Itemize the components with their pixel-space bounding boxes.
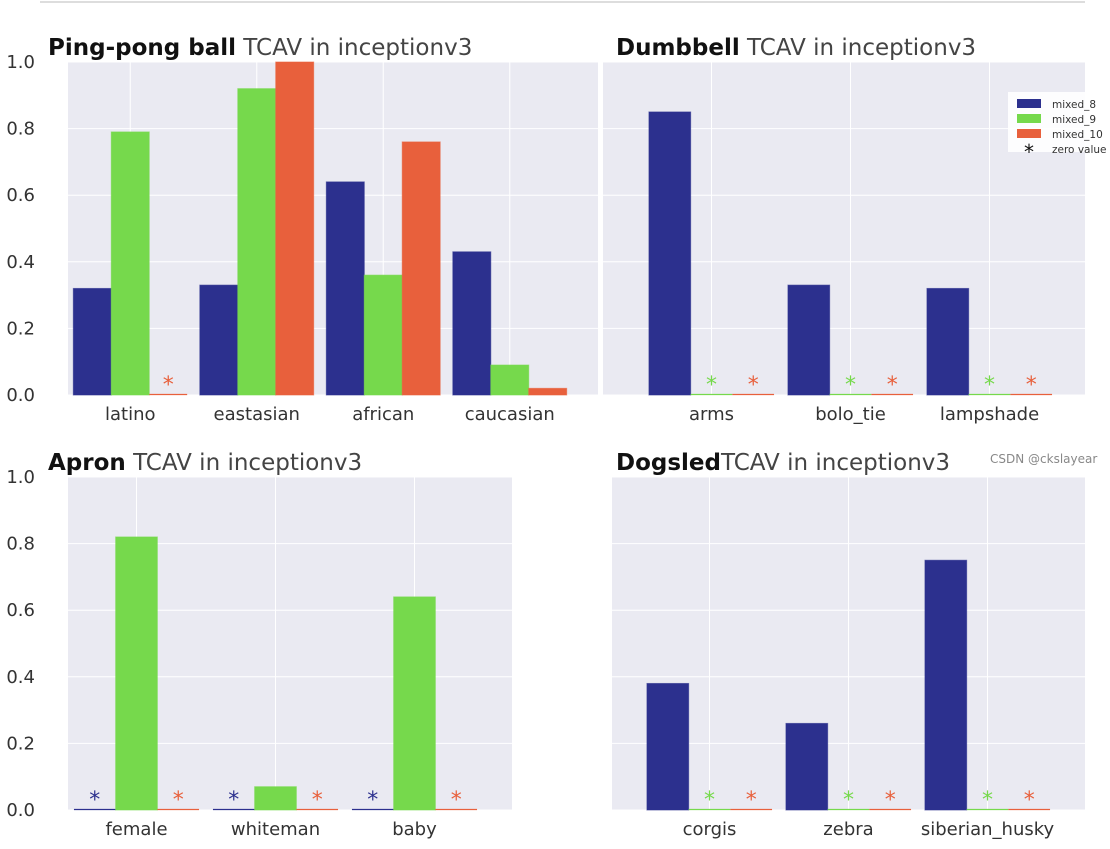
chart-panel-0: 0.0 0.2 0.4 0.6 0.8 1.0 latino * eastasian africa… [6, 35, 598, 425]
zero-value-marker: * [706, 373, 717, 398]
y-tick-label: 0.2 [6, 733, 35, 754]
legend-swatch [1017, 99, 1041, 108]
x-tick-label: zebra [823, 819, 873, 840]
zero-value-marker: * [89, 788, 100, 813]
chart-panel-3: corgis * * zebra * * siberian_husky * * DogsledTC… [612, 450, 1085, 840]
x-tick-label: caucasian [465, 404, 555, 425]
x-tick-label: eastasian [214, 404, 300, 425]
x-tick-label: bolo_tie [815, 404, 886, 425]
chart-title: Dumbbell TCAV in inceptionv3 [616, 35, 976, 61]
x-tick-label: siberian_husky [921, 819, 1055, 840]
watermark: CSDN @ckslayear [990, 452, 1097, 466]
zero-value-marker: * [163, 373, 174, 398]
bar-mixed_9-african [363, 274, 403, 396]
legend: mixed_8 mixed_9 mixed_10 * zero value [1008, 92, 1110, 164]
bar-mixed_9-eastasian [237, 88, 277, 396]
legend-label: mixed_10 [1052, 129, 1103, 141]
bar-mixed_8-caucasian [452, 251, 492, 396]
y-tick-label: 0.0 [6, 385, 35, 406]
zero-value-marker: * [748, 373, 759, 398]
bar-mixed_10-eastasian [275, 61, 315, 396]
y-tick-label: 0.4 [6, 667, 35, 688]
chart-title: Apron TCAV in inceptionv3 [48, 450, 362, 476]
legend-label: mixed_9 [1052, 114, 1096, 126]
bar-mixed_8-eastasian [199, 284, 239, 396]
x-tick-label: lampshade [940, 404, 1039, 425]
y-tick-label: 0.8 [6, 534, 35, 555]
zero-value-marker: * [746, 788, 757, 813]
bar-mixed_9-female [115, 536, 158, 811]
bar-mixed_10-african [401, 141, 441, 396]
bar-mixed_9-caucasian [490, 364, 530, 396]
zero-value-marker: * [451, 788, 462, 813]
zero-value-marker: * [173, 788, 184, 813]
x-tick-label: arms [689, 404, 734, 425]
bar-mixed_9-baby [393, 596, 436, 811]
y-tick-label: 1.0 [6, 467, 35, 488]
y-tick-label: 0.6 [6, 600, 35, 621]
legend-label: mixed_8 [1052, 99, 1096, 111]
y-tick-label: 0.4 [6, 252, 35, 273]
x-tick-label: whiteman [231, 819, 320, 840]
x-tick-label: baby [392, 819, 437, 840]
chart-title: Ping-pong ball TCAV in inceptionv3 [48, 35, 472, 61]
zero-value-marker: * [887, 373, 898, 398]
bar-mixed_8-zebra [785, 722, 829, 811]
zero-value-marker: * [885, 788, 896, 813]
legend-swatch [1017, 129, 1041, 138]
x-tick-label: female [105, 819, 167, 840]
zero-value-marker: * [367, 788, 378, 813]
zero-value-marker: * [843, 788, 854, 813]
legend-star-icon: * [1024, 140, 1034, 164]
legend-label: zero value [1052, 144, 1107, 156]
y-tick-label: 0.0 [6, 800, 35, 821]
zero-value-marker: * [228, 788, 239, 813]
zero-value-marker: * [984, 373, 995, 398]
bar-mixed_8-corgis [646, 682, 690, 811]
zero-value-marker: * [704, 788, 715, 813]
y-tick-label: 0.2 [6, 318, 35, 339]
bar-mixed_9-whiteman [254, 786, 297, 811]
zero-value-marker: * [1026, 373, 1037, 398]
legend-swatch [1017, 114, 1041, 123]
zero-value-marker: * [982, 788, 993, 813]
chart-title: DogsledTCAV in inceptionv3 [616, 450, 950, 476]
chart-panel-1: arms* *bolo_tie* *lampshade* *Dumbbell TCAV… [603, 35, 1085, 425]
bar-mixed_8-african [325, 181, 365, 396]
bar-mixed_8-arms [648, 111, 692, 396]
x-tick-label: latino [105, 404, 156, 425]
bar-mixed_8-latino [72, 287, 112, 396]
bar-mixed_9-latino [110, 131, 150, 396]
zero-value-marker: * [1024, 788, 1035, 813]
x-tick-label: corgis [683, 819, 737, 840]
bar-mixed_8-siberian_husky [924, 559, 968, 811]
bar-mixed_8-bolo_tie [787, 284, 831, 396]
x-tick-label: african [352, 404, 414, 425]
zero-value-marker: * [845, 373, 856, 398]
y-tick-label: 1.0 [6, 52, 35, 73]
bar-mixed_8-lampshade [926, 287, 970, 396]
zero-value-marker: * [312, 788, 323, 813]
y-tick-label: 0.6 [6, 185, 35, 206]
bar-mixed_10-caucasian [528, 387, 568, 396]
y-tick-label: 0.8 [6, 119, 35, 140]
